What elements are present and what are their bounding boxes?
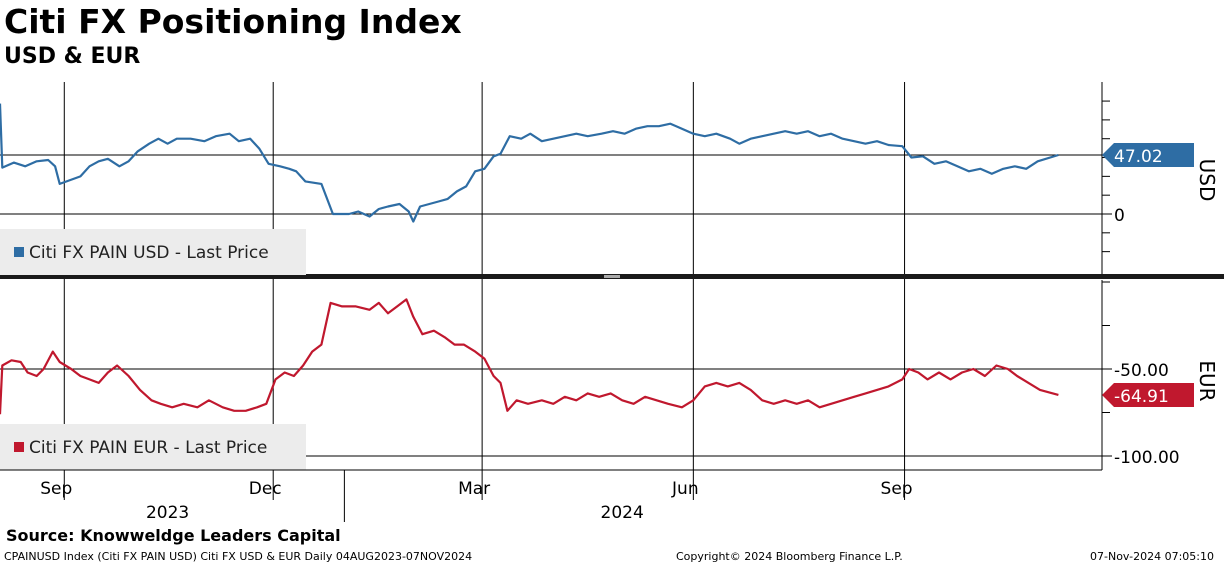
legend-label: Citi FX PAIN EUR - Last Price (29, 438, 267, 458)
series-line (0, 103, 1059, 223)
year-label: 2024 (601, 503, 644, 523)
ticker-info: CPAINUSD Index (Citi FX PAIN USD) Citi F… (4, 550, 473, 563)
legend-label: Citi FX PAIN USD - Last Price (29, 243, 269, 263)
panel-divider-grip (604, 275, 620, 278)
y-axis-label: USD (1195, 159, 1219, 202)
legend-box (0, 229, 306, 275)
year-label: 2023 (146, 503, 189, 523)
x-tick-label: Mar (458, 479, 490, 499)
y-tick-label: -50.00 (1114, 361, 1169, 381)
x-tick-label: Sep (881, 479, 913, 499)
last-value-tag (1102, 143, 1194, 167)
timestamp: 07-Nov-2024 07:05:10 (1090, 550, 1215, 563)
last-value-tag (1102, 382, 1194, 407)
copyright-note: Copyright© 2024 Bloomberg Finance L.P. (676, 550, 903, 563)
y-axis-label: EUR (1195, 360, 1219, 401)
last-value-label: 47.02 (1114, 147, 1163, 167)
last-value-label: -64.91 (1114, 387, 1169, 407)
chart-title: Citi FX Positioning Index (4, 2, 462, 41)
source-note: Source: Knowweldge Leaders Capital (6, 526, 341, 545)
y-tick-label: -100.00 (1114, 448, 1180, 468)
x-tick-label: Jun (671, 479, 699, 499)
x-tick-label: Dec (249, 479, 282, 499)
legend-swatch (14, 442, 24, 452)
legend-swatch (14, 247, 24, 257)
legend-box (0, 424, 306, 470)
x-tick-label: Sep (40, 479, 72, 499)
chart-subtitle: USD & EUR (4, 44, 141, 69)
series-line (0, 298, 1059, 415)
y-tick-label: 0 (1114, 206, 1125, 226)
